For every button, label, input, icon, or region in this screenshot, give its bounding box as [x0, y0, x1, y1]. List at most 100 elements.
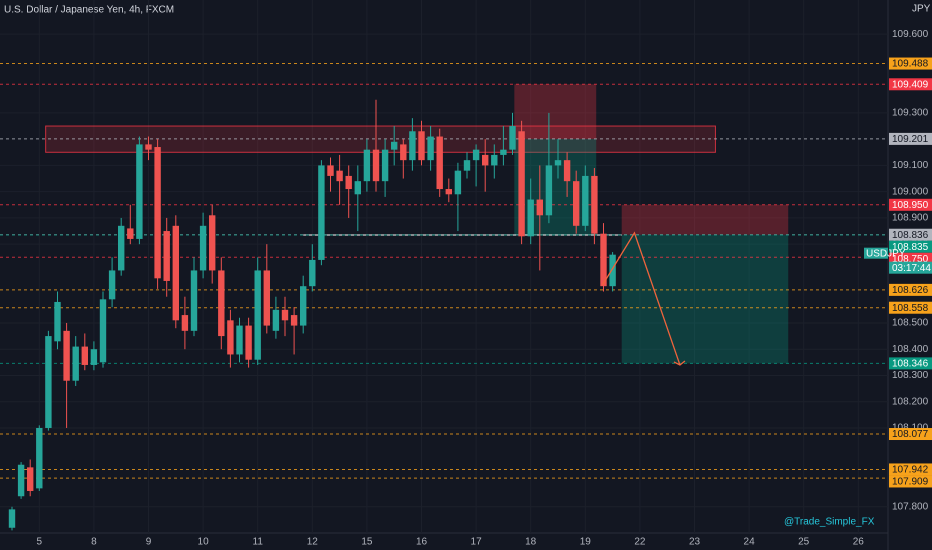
candle-body — [363, 149, 371, 182]
candle-body — [300, 286, 307, 326]
y-tick-label: 109.600 — [892, 29, 929, 40]
candle-body — [136, 144, 143, 239]
price-label: 109.488 — [892, 59, 929, 70]
candle-body — [336, 170, 343, 182]
y-tick-label: 108.900 — [892, 213, 929, 224]
candle-body — [290, 315, 298, 326]
candle-body — [582, 175, 589, 226]
candle-body — [45, 336, 52, 428]
candle-body — [263, 270, 270, 326]
candle-body — [36, 427, 43, 489]
candle-body — [600, 233, 607, 287]
candle-body — [254, 270, 261, 360]
y-tick-label: 109.100 — [892, 160, 929, 171]
candle-body — [463, 160, 471, 171]
candle-body — [27, 467, 34, 491]
x-tick-label: 25 — [798, 537, 810, 548]
price-label: 108.950 — [892, 200, 929, 211]
x-tick-label: 23 — [689, 537, 701, 548]
candle-body — [81, 346, 88, 365]
price-label-box — [889, 252, 932, 265]
candle-body — [163, 231, 170, 281]
x-tick-label: 9 — [146, 537, 152, 548]
x-tick-label: 8 — [91, 537, 97, 548]
stop-zone — [621, 204, 789, 235]
candle-body — [190, 270, 198, 331]
candle-body — [318, 165, 325, 260]
candle-body — [482, 154, 489, 166]
arrow — [602, 231, 681, 366]
candle-body — [327, 165, 334, 176]
candle-body — [354, 181, 361, 195]
price-label-box — [889, 228, 932, 241]
watermark: @Trade_Simple_FX — [784, 517, 875, 528]
y-tick-label: 108.400 — [892, 344, 929, 355]
candle-body — [345, 175, 352, 190]
price-label: 107.909 — [892, 477, 929, 488]
candle-body — [309, 259, 316, 287]
candle-body — [609, 254, 616, 287]
price-label-box — [889, 198, 932, 211]
y-tick-label: 109.300 — [892, 108, 929, 119]
y-tick-label: 108.500 — [892, 318, 929, 329]
price-label-box — [889, 57, 932, 70]
price-label-box — [889, 301, 932, 314]
price-label-box — [889, 283, 932, 296]
candle-body — [436, 136, 443, 190]
price-label-box — [889, 428, 932, 441]
price-label-box — [889, 463, 932, 476]
candle-body — [372, 149, 380, 182]
y-tick-label: 108.200 — [892, 396, 929, 407]
candle-body — [218, 270, 225, 337]
candle-body — [99, 299, 107, 363]
candle-body — [527, 199, 534, 237]
x-tick-label: 19 — [580, 537, 592, 548]
candle-body — [427, 136, 434, 161]
y-tick-label: 108.300 — [892, 370, 929, 381]
price-label: 109.201 — [892, 134, 929, 145]
chart-title: U.S. Dollar / Japanese Yen, 4h, FXCM — [4, 5, 174, 16]
symbol-tag — [864, 247, 888, 259]
x-tick-label: 10 — [198, 537, 210, 548]
price-label: 108.835 — [892, 242, 929, 253]
candle-body — [145, 144, 152, 150]
candle-body — [209, 215, 216, 271]
candle-body — [381, 149, 389, 182]
x-tick-label: 5 — [37, 537, 43, 548]
candle-body — [536, 199, 543, 216]
x-tick-label: 26 — [853, 537, 865, 548]
price-label-box — [889, 240, 932, 253]
candle-body — [72, 346, 79, 381]
price-label: 108.836 — [892, 230, 929, 241]
candle-body — [472, 149, 480, 161]
candle-body — [127, 228, 134, 239]
x-tick-label: 15 — [361, 537, 373, 548]
arrow-head — [673, 360, 686, 366]
x-tick-label: 11 — [253, 537, 264, 548]
y-tick-label: 107.800 — [892, 501, 929, 512]
candle-body — [172, 225, 179, 321]
candle-body — [518, 131, 525, 237]
candle-body — [108, 270, 116, 300]
symbol-label: USDJPY — [866, 248, 906, 259]
candle-body — [17, 464, 25, 497]
candle-body — [391, 141, 398, 150]
price-label: 109.409 — [892, 79, 929, 90]
candle-body — [418, 131, 425, 161]
candle-body — [509, 126, 516, 150]
candle-body — [54, 301, 61, 342]
price-label: 108.558 — [892, 303, 929, 314]
price-label: 107.942 — [892, 465, 929, 476]
price-label: 108.077 — [892, 429, 929, 440]
candle-body — [591, 175, 598, 234]
x-tick-label: 22 — [634, 537, 646, 548]
candle-body — [554, 160, 562, 166]
candle-body — [227, 320, 234, 355]
candle-body — [563, 160, 571, 182]
candle-body — [90, 349, 98, 365]
candle-body — [281, 309, 289, 321]
target-zone — [621, 234, 789, 364]
